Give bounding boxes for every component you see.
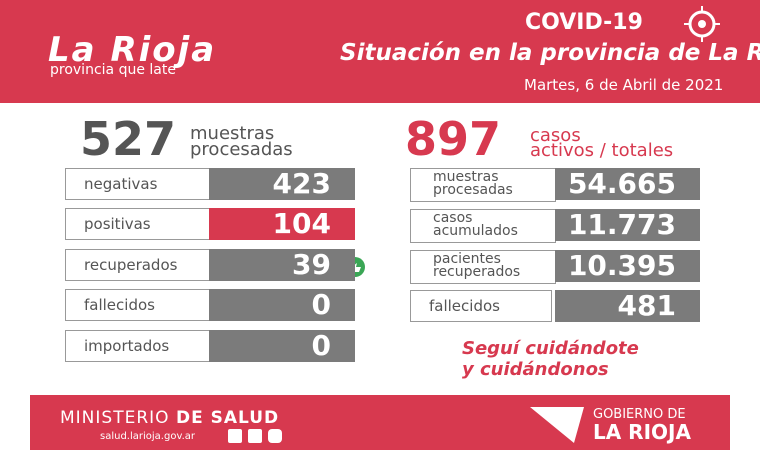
text: DE SALUD — [175, 408, 280, 428]
text: casos — [433, 210, 473, 226]
text: muestras — [190, 123, 275, 144]
row-label: muestras procesadas — [410, 168, 556, 202]
text: acumulados — [433, 223, 518, 239]
text: procesadas — [433, 182, 513, 198]
row-label: fallecidos — [410, 290, 552, 322]
gov-logo — [530, 407, 584, 443]
row-value: 423 — [209, 168, 355, 200]
left-row: importados 0 — [65, 330, 355, 362]
ministry: MINISTERIO DE SALUD — [60, 408, 279, 428]
row-label: negativas — [65, 168, 210, 200]
text: procesadas — [190, 139, 293, 160]
header-band — [0, 0, 760, 103]
social-icons — [228, 429, 282, 443]
row-label: fallecidos — [65, 289, 210, 321]
text: GOBIERNO DE — [593, 407, 686, 422]
row-label: casos acumulados — [410, 209, 556, 243]
left-row: positivas 104 — [65, 208, 355, 240]
logo: La Rioja — [48, 30, 217, 70]
left-row: fallecidos 0 — [65, 289, 355, 321]
badge: COVID-19 — [525, 10, 643, 35]
row-value: 481 — [555, 290, 700, 322]
text: y cuidándonos — [462, 359, 609, 380]
row-value: 54.665 — [555, 168, 700, 200]
right-row: fallecidos 481 — [410, 290, 700, 322]
row-value: 104 — [209, 208, 355, 240]
virus-icon — [684, 6, 720, 42]
website: salud.larioja.gov.ar — [100, 431, 196, 442]
right-total: 897 — [405, 112, 502, 166]
left-row: negativas 423 — [65, 168, 355, 200]
row-label: positivas — [65, 208, 210, 240]
row-label: pacientes recuperados — [410, 250, 556, 284]
row-value: 39 — [209, 249, 355, 281]
right-row: pacientes recuperados 10.395 — [410, 250, 700, 284]
row-value: 0 — [209, 289, 355, 321]
row-value: 10.395 — [555, 250, 700, 282]
row-value: 11.773 — [555, 209, 700, 241]
title: Situación en la provincia de La Rioja — [340, 40, 760, 66]
text: muestras — [433, 169, 499, 185]
text: casos — [530, 125, 581, 146]
footer-band — [30, 395, 730, 450]
left-total: 527 — [80, 112, 177, 166]
date: Martes, 6 de Abril de 2021 — [524, 76, 724, 94]
right-total-label: casos activos / totales — [530, 125, 674, 161]
row-value: 0 — [209, 330, 355, 362]
tagline: provincia que late — [50, 62, 176, 78]
gov-name: GOBIERNO DE LA RIOJA — [593, 407, 691, 444]
right-row: muestras procesadas 54.665 — [410, 168, 700, 202]
left-row: recuperados 39 — [65, 249, 355, 281]
right-row: casos acumulados 11.773 — [410, 209, 700, 243]
left-total-label: muestras procesadas — [190, 123, 293, 160]
row-label: importados — [65, 330, 210, 362]
text: MINISTERIO — [60, 408, 170, 428]
text: pacientes — [433, 251, 501, 267]
message: Seguí cuidándote y cuidándonos — [462, 338, 639, 380]
text: recuperados — [433, 264, 521, 280]
text: activos / totales — [530, 140, 674, 161]
text: LA RIOJA — [593, 420, 691, 444]
text: Seguí cuidándote — [462, 338, 639, 359]
row-label: recuperados — [65, 249, 210, 281]
